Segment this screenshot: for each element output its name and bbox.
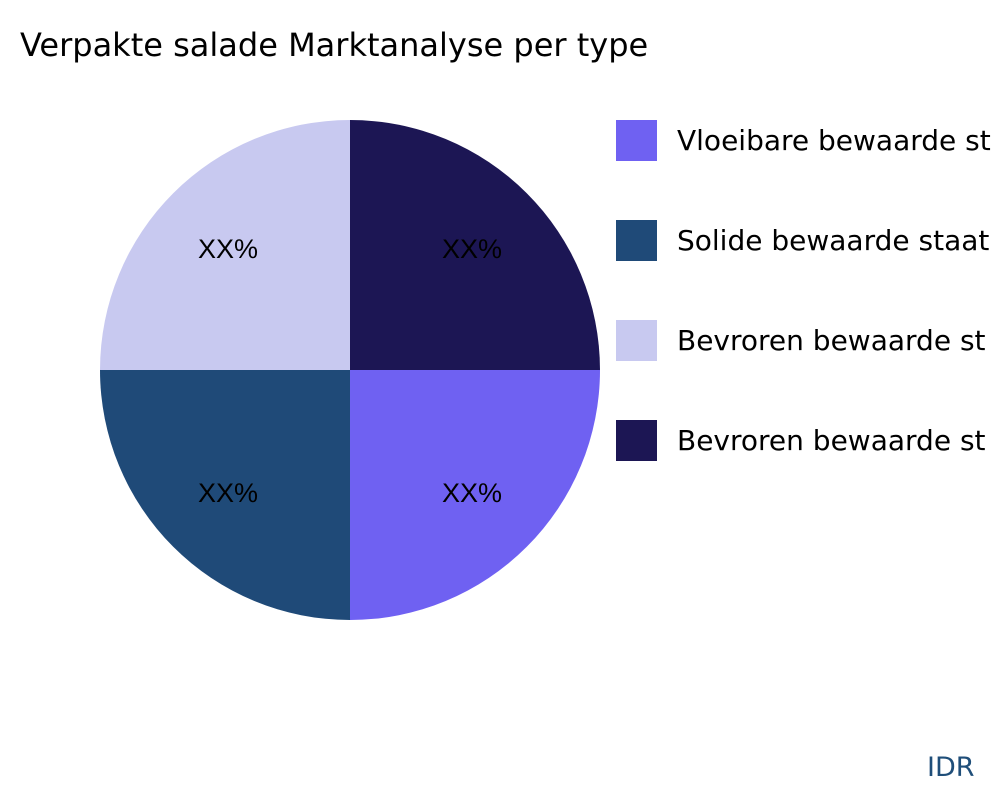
chart-title: Verpakte salade Marktanalyse per type <box>20 26 649 64</box>
legend-swatch <box>616 319 657 361</box>
legend-label: Solide bewaarde staat <box>677 223 990 257</box>
legend-label: Bevroren bewaarde st <box>677 423 986 457</box>
legend-swatch <box>616 219 657 261</box>
slice-label: XX% <box>198 234 258 264</box>
pie-slice[interactable] <box>350 120 600 370</box>
legend-swatch <box>616 419 657 461</box>
slice-label: XX% <box>198 478 258 508</box>
legend: Vloeibare bewaarde st Solide bewaarde st… <box>616 120 1000 520</box>
legend-item[interactable]: Vloeibare bewaarde st <box>616 120 1000 161</box>
legend-item[interactable]: Bevroren bewaarde st <box>616 319 1000 361</box>
legend-label: Bevroren bewaarde st <box>677 323 986 357</box>
pie-slice[interactable] <box>100 370 350 620</box>
idr-watermark: IDR <box>927 752 975 783</box>
slice-label: XX% <box>442 478 502 508</box>
pie-slice[interactable] <box>100 120 350 370</box>
legend-label: Vloeibare bewaarde st <box>677 123 991 157</box>
legend-item[interactable]: Solide bewaarde staat <box>616 219 1000 261</box>
slice-label: XX% <box>442 234 502 264</box>
legend-item[interactable]: Bevroren bewaarde st <box>616 419 1000 461</box>
legend-swatch <box>616 120 657 161</box>
pie-slice[interactable] <box>350 370 600 620</box>
